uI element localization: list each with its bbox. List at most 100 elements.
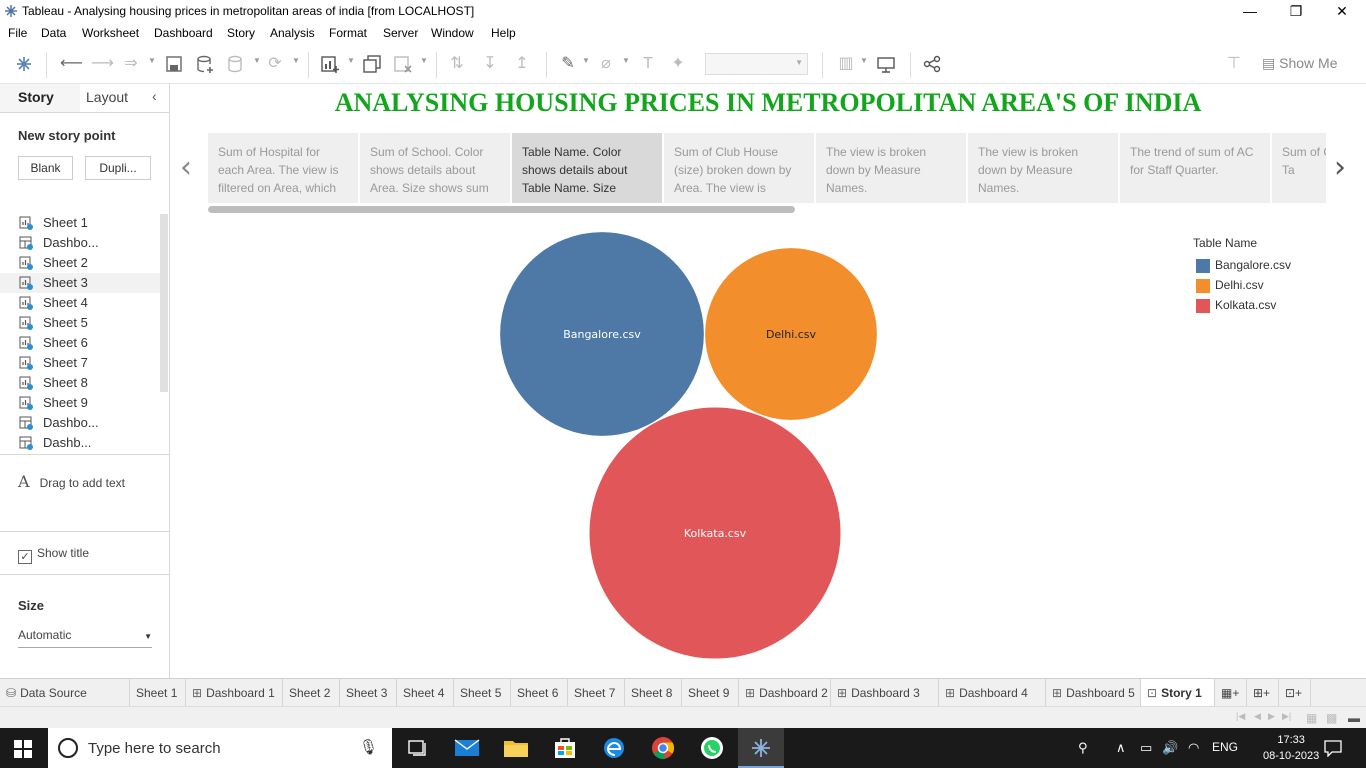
new-worksheet-icon[interactable] bbox=[320, 54, 340, 74]
menu-dashboard[interactable]: Dashboard bbox=[154, 26, 213, 40]
battery-icon[interactable]: ▭ bbox=[1140, 740, 1153, 755]
size-dropdown[interactable]: Automatic ▼ bbox=[18, 628, 152, 648]
previous-story-point-icon[interactable]: ‹ bbox=[180, 150, 192, 185]
legend-item[interactable]: Kolkata.csv bbox=[1193, 296, 1276, 316]
prev-sheet-icon[interactable]: ◀ bbox=[1254, 711, 1261, 721]
sheet-list-item[interactable]: Sheet 1 bbox=[0, 213, 160, 233]
show-hidden-icons-icon[interactable]: ∧ bbox=[1116, 740, 1126, 755]
file-explorer-icon[interactable] bbox=[503, 736, 529, 760]
replay-icon[interactable]: ⇒ bbox=[124, 55, 138, 72]
pause-updates-icon[interactable] bbox=[226, 54, 246, 74]
new-dashboard-tab-icon[interactable]: ⊞+ bbox=[1247, 679, 1279, 707]
story-point-caption[interactable]: The view is broken down by Measure Names… bbox=[968, 133, 1118, 203]
next-story-point-icon[interactable]: › bbox=[1334, 150, 1346, 185]
tableau-home-icon[interactable] bbox=[14, 54, 34, 74]
sheet-list-item[interactable]: Sheet 5 bbox=[0, 313, 160, 333]
wifi-icon[interactable]: ◠ bbox=[1188, 740, 1200, 755]
microsoft-store-icon[interactable] bbox=[552, 736, 578, 760]
mail-icon[interactable] bbox=[454, 736, 480, 760]
sheet-list-item[interactable]: Dashbo... bbox=[0, 413, 160, 433]
sheet-tab[interactable]: Sheet 7 bbox=[568, 679, 625, 707]
sheet-list-item[interactable]: Sheet 7 bbox=[0, 353, 160, 373]
swap-rows-columns-icon[interactable]: ⇅ bbox=[450, 55, 464, 72]
new-data-source-icon[interactable] bbox=[195, 54, 215, 74]
sheet-tab[interactable]: Sheet 6 bbox=[511, 679, 568, 707]
story-point-caption[interactable]: Table Name. Color shows details about Ta… bbox=[512, 133, 662, 203]
highlight-icon[interactable]: ✎ bbox=[561, 55, 575, 72]
menu-file[interactable]: File bbox=[8, 26, 28, 40]
story-point-caption[interactable]: Sum of Color sh about Ta bbox=[1272, 133, 1326, 203]
story-title[interactable]: ANALYSING HOUSING PRICES IN METROPOLITAN… bbox=[334, 88, 1202, 117]
fit-dropdown[interactable]: ▼ bbox=[705, 53, 808, 75]
sheet-tab[interactable]: ⊡ Story 1 bbox=[1141, 679, 1215, 707]
task-view-icon[interactable] bbox=[404, 736, 430, 760]
new-story-tab-icon[interactable]: ⊡+ bbox=[1279, 679, 1311, 707]
sheet-tab[interactable]: ⊞ Dashboard 2 bbox=[739, 679, 831, 707]
sort-descending-icon[interactable]: ↥ bbox=[515, 55, 529, 72]
sheet-tab[interactable]: ⊞ Dashboard 5 bbox=[1046, 679, 1141, 707]
language-indicator[interactable]: ENG bbox=[1212, 740, 1239, 754]
edge-browser-icon[interactable] bbox=[601, 736, 627, 760]
whatsapp-icon[interactable] bbox=[699, 736, 725, 760]
sheet-list-item[interactable]: Sheet 4 bbox=[0, 293, 160, 313]
bubble[interactable]: Bangalore.csv bbox=[499, 231, 705, 437]
sheet-list-item[interactable]: Dashb... bbox=[0, 433, 160, 453]
show-mark-labels-icon[interactable]: T bbox=[643, 55, 653, 72]
sheet-tab[interactable]: ⛁ Data Source bbox=[0, 679, 130, 707]
redo-icon[interactable]: ⟶ bbox=[91, 55, 114, 72]
drag-text-object[interactable]: A Drag to add text bbox=[18, 472, 125, 491]
show-me-button[interactable]: ▤ Show Me bbox=[1262, 55, 1337, 72]
sheet-tab[interactable]: Sheet 3 bbox=[340, 679, 397, 707]
story-navigator-scrollbar[interactable] bbox=[208, 206, 795, 213]
new-worksheet-tab-icon[interactable]: ▦+ bbox=[1215, 679, 1247, 707]
sheet-tab[interactable]: ⊞ Dashboard 3 bbox=[831, 679, 939, 707]
chrome-browser-icon[interactable] bbox=[650, 736, 676, 760]
first-sheet-icon[interactable]: |◀ bbox=[1236, 711, 1246, 721]
clear-sheet-icon[interactable] bbox=[393, 54, 413, 74]
sheet-list-item[interactable]: Sheet 8 bbox=[0, 373, 160, 393]
sheet-list-item[interactable]: Dashbo... bbox=[0, 233, 160, 253]
refresh-icon[interactable]: ⟳ bbox=[268, 55, 282, 72]
restore-button[interactable]: ❐ bbox=[1289, 3, 1303, 19]
sheet-list-item[interactable]: Sheet 3 bbox=[0, 273, 160, 293]
sheet-list-item[interactable]: Sheet 2 bbox=[0, 253, 160, 273]
sheet-tab[interactable]: Sheet 2 bbox=[283, 679, 340, 707]
sheet-tab[interactable]: Sheet 8 bbox=[625, 679, 682, 707]
sheet-list-item[interactable]: Sheet 6 bbox=[0, 333, 160, 353]
sheet-tab[interactable]: Sheet 1 bbox=[130, 679, 186, 707]
story-point-caption[interactable]: Sum of Hospital for each Area. The view … bbox=[208, 133, 358, 203]
presentation-mode-icon[interactable] bbox=[876, 54, 896, 74]
people-icon[interactable]: ⚲ bbox=[1078, 740, 1088, 755]
menu-worksheet[interactable]: Worksheet bbox=[82, 26, 140, 40]
sheet-tab[interactable]: ⊞ Dashboard 4 bbox=[939, 679, 1046, 707]
volume-icon[interactable]: 🔊 bbox=[1162, 740, 1179, 755]
menu-window[interactable]: Window bbox=[431, 26, 474, 40]
duplicate-story-point-button[interactable]: Dupli... bbox=[85, 156, 151, 180]
collapse-pane-icon[interactable]: ‹ bbox=[152, 88, 157, 104]
save-icon[interactable] bbox=[164, 54, 184, 74]
sheet-tab[interactable]: Sheet 9 bbox=[682, 679, 739, 707]
group-members-icon[interactable]: ⌀ bbox=[601, 55, 611, 72]
tableau-taskbar-button[interactable] bbox=[738, 728, 784, 768]
bubble[interactable]: Delhi.csv bbox=[704, 247, 878, 421]
menu-story[interactable]: Story bbox=[227, 26, 256, 40]
sheet-list-scrollbar[interactable] bbox=[160, 214, 168, 392]
format-painter-icon[interactable]: ⊤ bbox=[1227, 55, 1241, 72]
sheet-tab[interactable]: Sheet 5 bbox=[454, 679, 511, 707]
sort-ascending-icon[interactable]: ↧ bbox=[483, 55, 497, 72]
menu-analysis[interactable]: Analysis bbox=[270, 26, 315, 40]
sheet-tab[interactable]: Sheet 4 bbox=[397, 679, 454, 707]
story-point-caption[interactable]: Sum of Club House (size) broken down by … bbox=[664, 133, 814, 203]
show-sheet-sorter-icon[interactable]: ▩ bbox=[1326, 711, 1338, 725]
show-tabs-icon[interactable]: ▬ bbox=[1348, 711, 1360, 725]
sheet-tab[interactable]: ⊞ Dashboard 1 bbox=[186, 679, 283, 707]
legend-item[interactable]: Bangalore.csv bbox=[1193, 256, 1291, 276]
menu-server[interactable]: Server bbox=[383, 26, 419, 40]
next-sheet-icon[interactable]: ▶ bbox=[1268, 711, 1275, 721]
taskbar-search[interactable]: Type here to search 🎙 bbox=[48, 728, 392, 768]
show-cards-icon[interactable]: ▥ bbox=[838, 55, 854, 72]
story-point-caption[interactable]: Sum of School. Color shows details about… bbox=[360, 133, 510, 203]
menu-help[interactable]: Help bbox=[491, 26, 516, 40]
microphone-icon[interactable]: 🎙 bbox=[358, 739, 378, 756]
undo-icon[interactable]: ⟵ bbox=[60, 55, 83, 72]
